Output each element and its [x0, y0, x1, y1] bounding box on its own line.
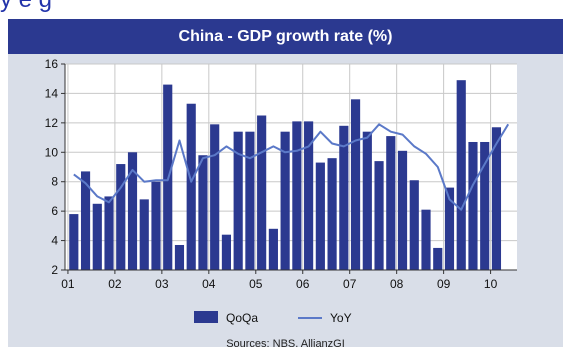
legend-swatch-qoqa: [194, 311, 218, 323]
legend-label-yoy: YoY: [330, 311, 352, 325]
y-tick-label: 4: [51, 234, 58, 248]
y-tick-label: 14: [45, 86, 59, 100]
x-tick-label: 03: [155, 277, 169, 291]
bar-qoqa: [210, 124, 220, 270]
y-tick-label: 16: [45, 57, 59, 71]
bar-qoqa: [116, 164, 126, 270]
x-tick-label: 07: [343, 277, 357, 291]
bar-qoqa: [374, 161, 384, 270]
x-tick-label: 04: [202, 277, 216, 291]
bar-qoqa: [174, 244, 185, 270]
x-tick-label: 02: [108, 277, 122, 291]
y-tick-label: 2: [51, 263, 58, 277]
x-tick-label: 01: [61, 277, 75, 291]
bar-qoqa: [480, 141, 490, 270]
bar-qoqa: [280, 131, 290, 270]
gdp-chart: 2 4 6 8 10 12 14 16 01 02 03 04 05 06 07 08 09 10 QoQa YoY: [45, 57, 517, 325]
bar-qoqa: [233, 131, 243, 270]
bar-qoqa: [80, 171, 91, 270]
bar-qoqa: [268, 228, 278, 270]
bar-qoqa: [444, 187, 455, 270]
chart-panel: 2 4 6 8 10 12 14 16 01 02 03 04 05 06 07 08 09 10 QoQa YoY …: [8, 54, 563, 347]
bar-qoqa: [468, 141, 478, 270]
bar-qoqa: [315, 162, 325, 270]
x-tick-label: 06: [296, 277, 310, 291]
bar-qoqa: [456, 80, 466, 270]
bar-qoqa: [127, 152, 138, 270]
bar-qoqa: [198, 155, 208, 270]
bar-qoqa: [69, 214, 79, 270]
chart-source: Sources: NBS, AllianzGI: [226, 338, 345, 347]
bar-qoqa: [327, 158, 337, 270]
bar-qoqa: [304, 121, 314, 270]
bar-qoqa: [397, 150, 408, 270]
bar-qoqa: [339, 125, 349, 270]
bar-qoqa: [386, 136, 396, 270]
chart-title-banner: China - GDP growth rate (%): [8, 19, 563, 54]
bar-qoqa: [104, 196, 114, 270]
bar-qoqa: [257, 115, 267, 270]
y-tick-label: 10: [45, 145, 59, 159]
y-tick-label: 12: [45, 116, 59, 130]
bar-qoqa: [362, 131, 372, 270]
bar-qoqa: [139, 199, 149, 270]
bar-qoqa: [245, 131, 255, 270]
page-heading-fragment: y e g: [0, 0, 52, 14]
bar-qoqa: [433, 247, 443, 270]
y-tick-label: 6: [51, 204, 58, 218]
bar-qoqa: [186, 103, 196, 270]
bar-qoqa: [491, 127, 502, 271]
bar-qoqa: [421, 209, 431, 270]
x-tick-label: 10: [484, 277, 498, 291]
bar-qoqa: [409, 180, 419, 270]
bar-qoqa: [151, 181, 161, 270]
y-tick-label: 8: [51, 175, 58, 189]
x-tick-label: 08: [390, 277, 404, 291]
line-yoy: [73, 123, 510, 211]
x-tick-label: 09: [437, 277, 451, 291]
legend-label-qoqa: QoQa: [226, 311, 258, 325]
bar-qoqa: [92, 203, 102, 270]
bar-qoqa: [350, 99, 361, 270]
bar-qoqa: [292, 121, 302, 270]
x-tick-label: 05: [249, 277, 263, 291]
bar-qoqa: [221, 234, 232, 270]
